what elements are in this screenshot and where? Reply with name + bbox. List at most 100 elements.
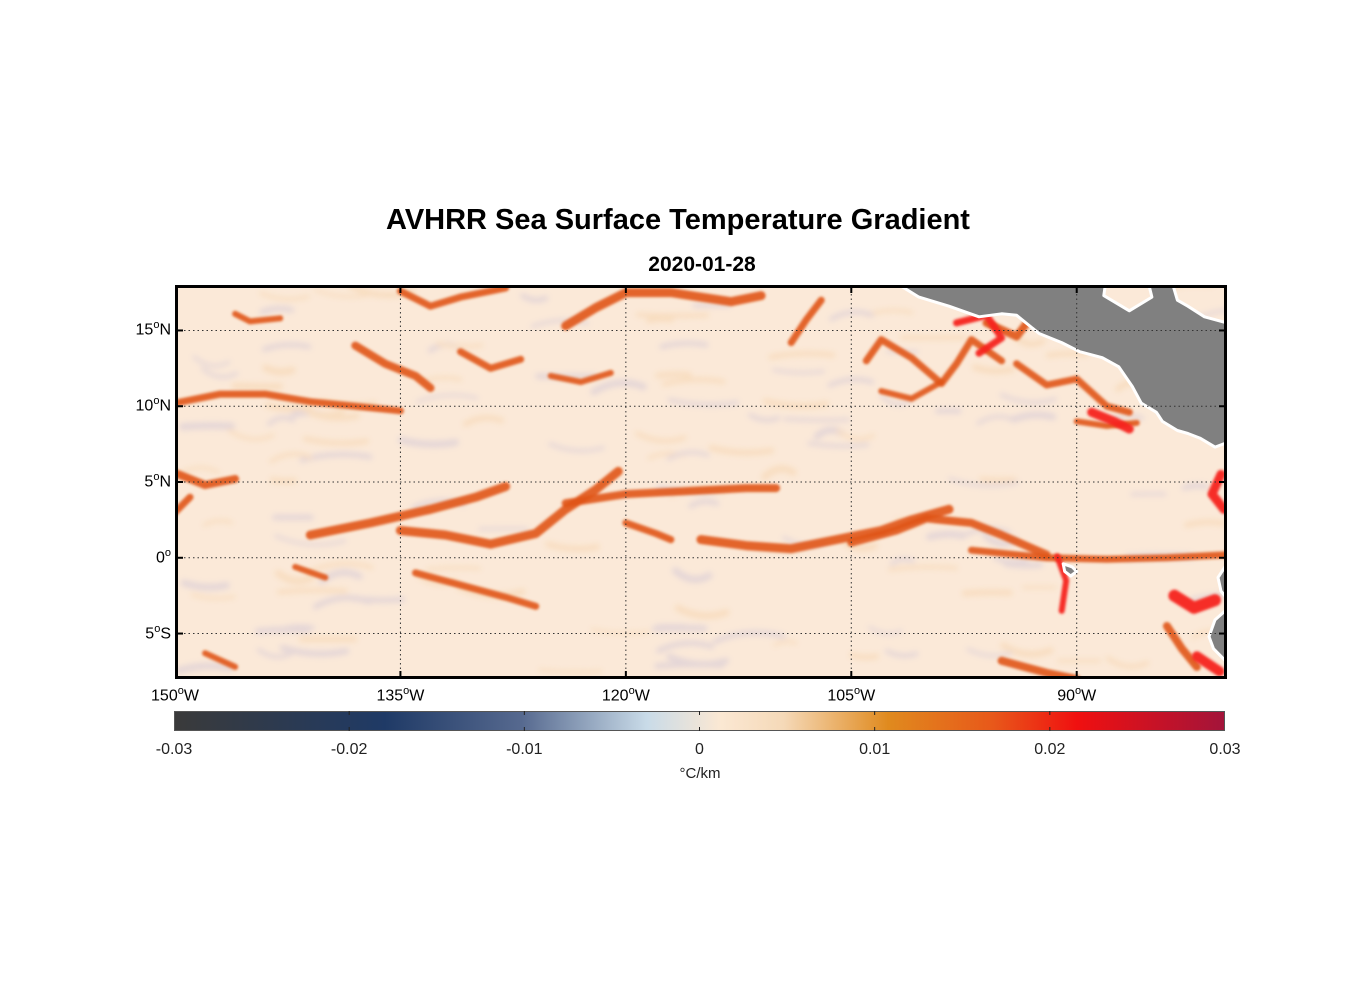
- weak-gradient-swirl: [841, 539, 879, 552]
- weak-gradient-swirl: [948, 477, 1020, 488]
- weak-gradient-swirl: [1105, 656, 1150, 669]
- weak-gradient-swirl: [635, 312, 710, 318]
- weak-gradient-swirl: [925, 531, 966, 541]
- weak-gradient-swirl: [879, 393, 913, 407]
- weak-gradient-swirl: [1000, 642, 1054, 658]
- south-america-coast-south: [1207, 607, 1227, 664]
- weak-gradient-swirl: [659, 340, 709, 350]
- weak-gradient-swirl: [999, 393, 1057, 405]
- chart-subtitle: 2020-01-28: [648, 253, 756, 276]
- weak-gradient-swirl: [590, 379, 647, 396]
- sst-front: [561, 288, 766, 331]
- weak-gradient-swirl: [667, 397, 740, 407]
- land-mask: [897, 285, 1227, 664]
- weak-gradient-swirl: [712, 630, 787, 645]
- weak-gradient-swirl: [425, 566, 481, 572]
- weak-gradient-swirl: [961, 589, 1013, 597]
- sst-front: [175, 468, 240, 489]
- weak-gradient-swirl: [655, 640, 715, 654]
- colorbar-tick-label: -0.02: [330, 741, 368, 758]
- sst-front: [547, 369, 614, 385]
- weak-gradient-swirl: [666, 653, 730, 668]
- weak-gradient-swirl: [635, 431, 687, 444]
- longitude-label: 105oW: [827, 685, 876, 705]
- weak-gradient-swirl: [979, 476, 1017, 483]
- sst-front: [787, 296, 825, 347]
- weak-gradient-swirl: [227, 428, 275, 442]
- colorbar-tickmarks: [348, 711, 1051, 731]
- weak-gradient-swirl: [773, 639, 798, 647]
- sst-gradient-map: [175, 285, 1227, 679]
- weak-gradient-swirl: [688, 498, 720, 509]
- colorbar-tick-label: 0.02: [1034, 741, 1066, 758]
- latitude-label: 0o: [155, 546, 171, 567]
- weak-gradient-swirl: [1010, 411, 1057, 423]
- weak-gradient-swirl: [180, 579, 230, 591]
- weak-gradient-swirl: [538, 668, 603, 674]
- longitude-label: 120oW: [601, 685, 650, 705]
- weak-gradient-swirl: [274, 534, 347, 547]
- weak-gradient-swirl: [256, 647, 293, 659]
- weak-gradient-swirl: [888, 564, 958, 572]
- weak-gradient-swirl: [306, 561, 374, 575]
- weak-gradient-swirl: [671, 567, 713, 583]
- weak-gradient-swirl: [302, 436, 370, 446]
- strong-sst-front: [1168, 589, 1221, 614]
- weak-gradient-swirl: [530, 318, 589, 329]
- weak-gradient-swirl: [651, 625, 708, 632]
- latitude-label: 15oN: [135, 319, 171, 339]
- weak-gradient-swirl: [520, 293, 549, 303]
- weak-gradient-swirl: [312, 595, 372, 610]
- weak-gradient-swirl: [661, 377, 726, 387]
- weak-gradient-swirl: [415, 393, 479, 404]
- sst-front: [175, 390, 404, 415]
- weak-gradient-swirl: [1181, 482, 1209, 491]
- weak-gradient-swirl: [971, 364, 1016, 375]
- sst-front: [968, 546, 1227, 563]
- weak-gradient-swirl: [645, 316, 674, 324]
- strong-sst-front: [1191, 651, 1225, 677]
- weak-gradient-swirl: [279, 644, 350, 657]
- weak-gradient-swirl: [966, 647, 1013, 658]
- strong-sst-front: [1087, 407, 1134, 434]
- sst-front: [412, 569, 540, 610]
- weak-gradient-swirl: [1184, 519, 1226, 528]
- weak-gradient-swirl: [1045, 351, 1089, 358]
- central-america-landmass: [897, 285, 1227, 449]
- weak-gradient-swirl: [190, 593, 236, 601]
- strong-sst-fronts: [953, 311, 1227, 677]
- colorbar-tick-label: 0.03: [1209, 741, 1241, 758]
- weak-gradient-swirl: [993, 555, 1029, 565]
- colorbar-tick-label: 0: [695, 741, 704, 758]
- weak-gradient-swirl: [200, 366, 239, 379]
- sst-front: [847, 514, 1051, 559]
- strong-sst-front: [1207, 469, 1227, 514]
- sst-front: [457, 348, 525, 372]
- weak-gradient-swirl: [849, 652, 880, 661]
- strong-sst-front: [1054, 553, 1070, 614]
- weak-gradient-swirl: [259, 305, 295, 315]
- sst-front: [292, 563, 329, 581]
- weak-gradient-swirl: [274, 569, 316, 585]
- weak-gradient-swirl: [666, 450, 710, 461]
- weak-gradient-swirl: [548, 442, 605, 453]
- sst-front: [878, 379, 945, 402]
- weak-gradient-swirl: [202, 518, 233, 527]
- sst-front: [1162, 622, 1201, 671]
- weak-gradient-swirl: [266, 415, 296, 427]
- weak-gradient-swirl: [889, 556, 915, 566]
- weak-gradient-swirl: [674, 604, 730, 620]
- axis-ticks: [175, 285, 1227, 679]
- weak-gradient-swirl: [259, 291, 310, 302]
- longitude-label: 135oW: [376, 685, 425, 705]
- longitude-label: 90oW: [1057, 685, 1097, 705]
- weak-gradient-swirl: [545, 541, 600, 552]
- weak-gradient-swirl: [762, 398, 830, 409]
- chart-title: AVHRR Sea Surface Temperature Gradient: [386, 204, 970, 236]
- weak-gradient-swirl: [708, 445, 775, 456]
- sst-front: [305, 482, 511, 540]
- longitude-label: 150oW: [151, 685, 199, 705]
- weak-gradient-swirl: [261, 342, 312, 352]
- weak-gradient-swirl: [298, 404, 346, 418]
- colorbar-tick-label: -0.01: [506, 741, 543, 758]
